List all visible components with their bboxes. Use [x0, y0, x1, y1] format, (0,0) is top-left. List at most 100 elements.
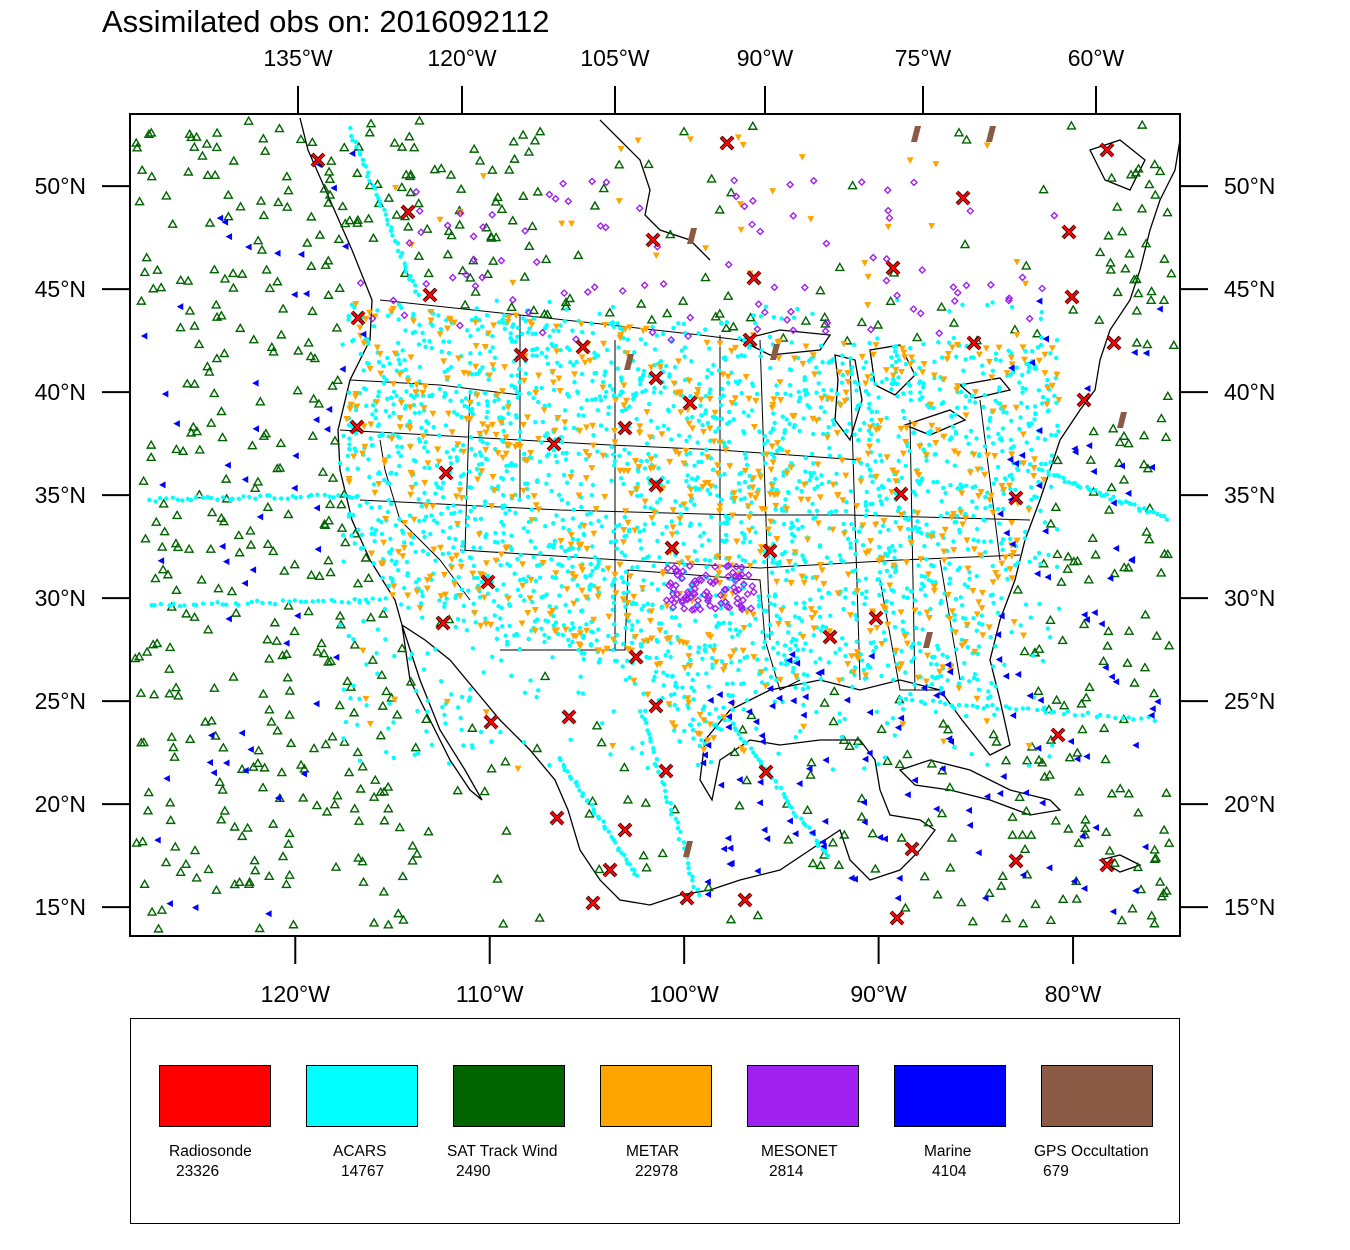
mesonet-marker: [693, 601, 702, 610]
acars-marker: [515, 556, 520, 562]
sat-marker: [197, 150, 208, 160]
sat-marker: [189, 611, 200, 621]
metar-marker: [491, 487, 499, 495]
sat-marker: [728, 321, 739, 331]
sat-marker: [1154, 876, 1166, 886]
mesonet-marker: [705, 592, 714, 601]
acars-marker: [863, 576, 869, 581]
marine-marker: [788, 650, 796, 658]
acars-marker: [597, 394, 602, 399]
acars-marker: [856, 529, 862, 535]
sat-marker: [367, 654, 378, 664]
acars-marker: [656, 466, 661, 471]
metar-marker: [346, 406, 354, 413]
acars-marker: [1049, 453, 1055, 458]
acars-marker: [971, 537, 976, 542]
acars-marker: [682, 354, 687, 359]
acars-marker: [990, 300, 995, 305]
acars-marker: [671, 404, 676, 409]
acars-marker: [866, 392, 871, 397]
metar-marker: [620, 382, 628, 389]
metar-marker: [975, 493, 983, 500]
acars-marker: [961, 382, 966, 387]
acars-marker: [886, 527, 891, 533]
acars-marker: [576, 647, 581, 653]
metar-marker: [790, 355, 798, 363]
sat-marker: [1140, 609, 1151, 619]
acars-marker: [561, 623, 567, 628]
acars-marker: [720, 386, 725, 392]
acars-marker: [789, 805, 794, 810]
metar-marker: [835, 677, 843, 685]
acars-marker: [726, 692, 731, 698]
metar-marker: [978, 605, 986, 612]
acars-marker: [783, 391, 788, 396]
acars-marker: [858, 460, 864, 466]
acars-marker: [666, 426, 671, 432]
sat-marker: [314, 570, 325, 581]
acars-marker: [343, 493, 348, 498]
metar-marker: [423, 585, 431, 593]
acars-marker: [738, 497, 744, 502]
acars-marker: [797, 428, 802, 434]
metar-marker: [985, 624, 993, 631]
acars-marker: [387, 414, 392, 419]
metar-marker: [989, 509, 997, 517]
acars-marker: [654, 655, 659, 661]
metar-marker: [477, 622, 485, 630]
sat-marker: [665, 229, 676, 239]
acars-marker: [580, 793, 585, 799]
acars-marker: [930, 698, 936, 703]
sat-marker: [360, 552, 371, 562]
sat-marker: [235, 322, 246, 333]
sat-marker: [640, 797, 652, 807]
sat-marker: [140, 533, 151, 543]
sat-marker: [272, 463, 283, 473]
acars-marker: [634, 873, 640, 878]
marine-marker: [1070, 877, 1078, 885]
metar-marker: [669, 524, 677, 531]
acars-marker: [612, 463, 617, 468]
sat-marker: [604, 307, 615, 317]
sat-marker: [314, 229, 326, 239]
acars-marker: [515, 395, 520, 400]
acars-marker: [374, 651, 379, 656]
marine-marker: [1098, 620, 1105, 628]
acars-marker: [731, 721, 736, 726]
mesonet-marker: [545, 190, 554, 199]
marine-marker: [210, 769, 217, 777]
mesonet-marker: [415, 206, 424, 215]
sat-marker: [507, 215, 518, 225]
sat-marker: [820, 318, 831, 328]
sat-marker: [200, 716, 211, 726]
acars-marker: [746, 484, 752, 490]
acars-marker: [378, 199, 383, 205]
sat-marker: [1103, 625, 1114, 636]
acars-marker: [681, 541, 686, 546]
sat-marker: [164, 663, 175, 673]
sat-marker: [638, 850, 649, 860]
acars-marker: [468, 351, 473, 356]
marine-marker: [851, 875, 858, 883]
acars-marker: [755, 657, 760, 662]
sat-marker: [800, 315, 812, 325]
acars-marker: [609, 360, 614, 365]
acars-marker: [959, 603, 965, 608]
acars-marker: [517, 437, 522, 442]
acars-marker: [500, 416, 506, 421]
acars-marker: [553, 575, 559, 581]
sat-marker: [573, 249, 584, 260]
acars-marker: [510, 476, 515, 482]
metar-marker: [1030, 456, 1038, 463]
sat-marker: [394, 822, 405, 832]
metar-marker: [751, 495, 759, 502]
sat-marker: [323, 255, 334, 265]
sat-marker: [375, 730, 387, 740]
marine-marker: [161, 390, 169, 398]
acars-marker: [303, 599, 309, 604]
acars-marker: [862, 601, 867, 607]
acars-marker: [451, 447, 456, 452]
metar-marker: [811, 371, 819, 378]
sat-marker: [752, 910, 764, 920]
acars-marker: [1042, 520, 1048, 525]
